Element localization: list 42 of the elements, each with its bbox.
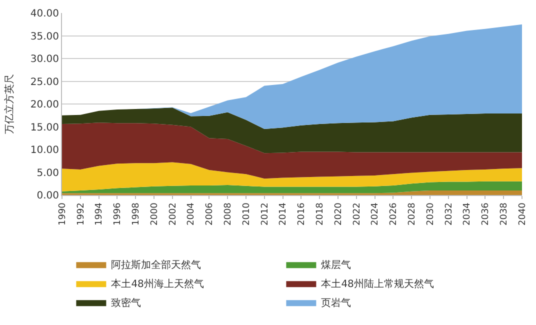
legend-label: 煤层气: [321, 259, 352, 271]
x-tick-label: 1992: [76, 202, 86, 226]
y-tick-label: 20.00: [30, 100, 59, 110]
x-tick-label: 1998: [132, 202, 142, 226]
x-tick-label: 1996: [113, 202, 124, 226]
x-tick-label: 2018: [316, 202, 326, 226]
x-tick-label: 2034: [462, 202, 473, 226]
x-tick-label: 2010: [242, 202, 252, 226]
x-tick-label: 2038: [500, 202, 510, 226]
x-tick-label: 2004: [186, 202, 197, 226]
legend-label: 阿拉斯加全部天然气: [111, 259, 202, 271]
legend-label: 本土48州海上天然气: [111, 278, 204, 290]
x-tick-label: 2032: [444, 202, 454, 226]
x-tick-label: 2020: [334, 202, 344, 226]
x-tick-label: 2040: [518, 202, 528, 226]
x-tick-label: 2002: [168, 202, 178, 226]
legend-label: 致密气: [111, 297, 142, 309]
x-tick-label: 2026: [389, 202, 400, 226]
x-tick-label: 2036: [481, 202, 492, 226]
x-tick-label: 2022: [352, 202, 362, 226]
y-axis-title: 万亿立方英尺: [3, 74, 16, 134]
x-tick-label: 2014: [278, 202, 289, 226]
x-tick-label: 2012: [260, 202, 270, 226]
x-tick-label: 1990: [58, 202, 68, 226]
y-tick-label: 0.00: [36, 190, 59, 202]
legend-label: 页岩气: [321, 297, 352, 309]
x-tick-label: 2030: [426, 202, 436, 226]
x-tick-label: 2008: [224, 202, 234, 226]
x-tick-label: 2016: [297, 202, 308, 226]
y-tick-label: 15.00: [30, 122, 59, 134]
y-tick-label: 5.00: [36, 168, 59, 179]
x-tick-label: 1994: [94, 202, 105, 226]
y-tick-label: 30.00: [30, 54, 59, 65]
y-tick-label: 10.00: [30, 145, 59, 156]
x-tick-label: 2006: [205, 202, 216, 226]
x-tick-label: 2024: [370, 202, 381, 226]
x-tick-label: 2000: [150, 202, 160, 226]
y-tick-label: 35.00: [30, 31, 59, 42]
y-tick-label: 40.00: [30, 8, 59, 20]
y-tick-label: 25.00: [30, 76, 59, 88]
x-tick-label: 2028: [408, 202, 418, 226]
legend-label: 本土48州陆上常规天然气: [321, 278, 434, 290]
